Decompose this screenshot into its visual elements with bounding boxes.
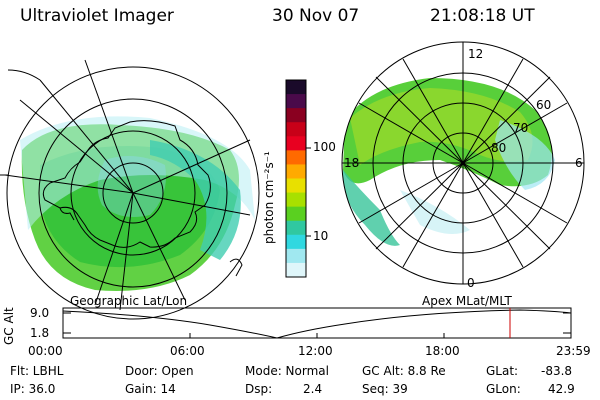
geographic-projection-label: Geographic Lat/Lon xyxy=(70,294,188,308)
altitude-plot xyxy=(62,307,572,339)
altitude-ytick-low: 1.8 xyxy=(30,326,50,340)
altitude-xtick: 18:00 xyxy=(425,344,460,358)
altitude-curve xyxy=(62,309,572,339)
gain-info: Gain: 14 xyxy=(125,382,176,396)
magnetic-image-panel xyxy=(341,41,585,285)
ip-info: IP: 36.0 xyxy=(10,382,56,396)
colorbar-segment xyxy=(286,220,306,236)
magnetic-grid xyxy=(341,41,585,285)
mlat-label-60: 60 xyxy=(536,98,552,112)
time-label: 21:08:18 UT xyxy=(430,6,535,26)
altitude-xtick: 06:00 xyxy=(170,344,205,358)
altitude-xtick: 12:00 xyxy=(298,344,333,358)
glon-value: 42.9 xyxy=(548,382,575,396)
colorbar-segment xyxy=(286,80,306,95)
mode-info: Mode: Normal xyxy=(245,364,329,378)
antarctica-coastline xyxy=(42,120,211,248)
seq-info: Seq: 39 xyxy=(362,382,408,396)
filter-info: Flt: LBHL xyxy=(10,364,64,378)
colorbar-segment xyxy=(286,248,306,264)
dsp-label: Dsp: xyxy=(245,382,273,396)
door-info: Door: Open xyxy=(125,364,194,378)
colorbar-segment xyxy=(286,262,306,278)
altitude-xtick: 00:00 xyxy=(28,344,63,358)
colorbar-segment xyxy=(286,164,306,179)
mlat-label-70: 70 xyxy=(513,121,529,135)
mlt-label-top: 12 xyxy=(468,47,484,61)
geographic-image-panel xyxy=(0,59,260,320)
altitude-xtick: 23:59 xyxy=(556,344,591,358)
colorbar xyxy=(285,79,311,278)
glon-label: GLon: xyxy=(486,382,521,396)
geographic-grid xyxy=(0,59,260,320)
magnetic-projection-label: Apex MLat/MLT xyxy=(422,294,512,308)
colorbar-segment xyxy=(286,206,306,222)
colorbar-segment xyxy=(286,136,306,151)
altitude-ytick-high: 9.0 xyxy=(30,306,50,320)
date-label: 30 Nov 07 xyxy=(272,6,360,26)
colorbar-tick-100: 100 xyxy=(313,140,336,154)
colorbar-segment xyxy=(286,150,306,165)
colorbar-segment xyxy=(286,192,306,208)
colorbar-segment xyxy=(286,122,306,137)
colorbar-segment xyxy=(286,108,306,123)
colorbar-unit-label: photon cm⁻²s⁻¹ xyxy=(262,151,276,244)
dsp-value: 2.4 xyxy=(303,382,323,396)
colorbar-segment xyxy=(286,178,306,194)
altitude-ylabel: GC Alt xyxy=(2,307,16,345)
colorbar-segment xyxy=(286,234,306,250)
glat-value: -83.8 xyxy=(541,364,573,378)
instrument-title: Ultraviolet Imager xyxy=(20,6,174,26)
mlt-label-left: 18 xyxy=(344,156,360,170)
mlt-label-right: 6 xyxy=(575,156,583,170)
gc-alt-info: GC Alt: 8.8 Re xyxy=(362,364,446,378)
mlat-label-80: 80 xyxy=(491,141,507,155)
glat-label: GLat: xyxy=(486,364,519,378)
mlt-label-bottom: 0 xyxy=(467,276,475,290)
colorbar-tick-10: 10 xyxy=(313,229,329,243)
colorbar-segment xyxy=(286,94,306,109)
